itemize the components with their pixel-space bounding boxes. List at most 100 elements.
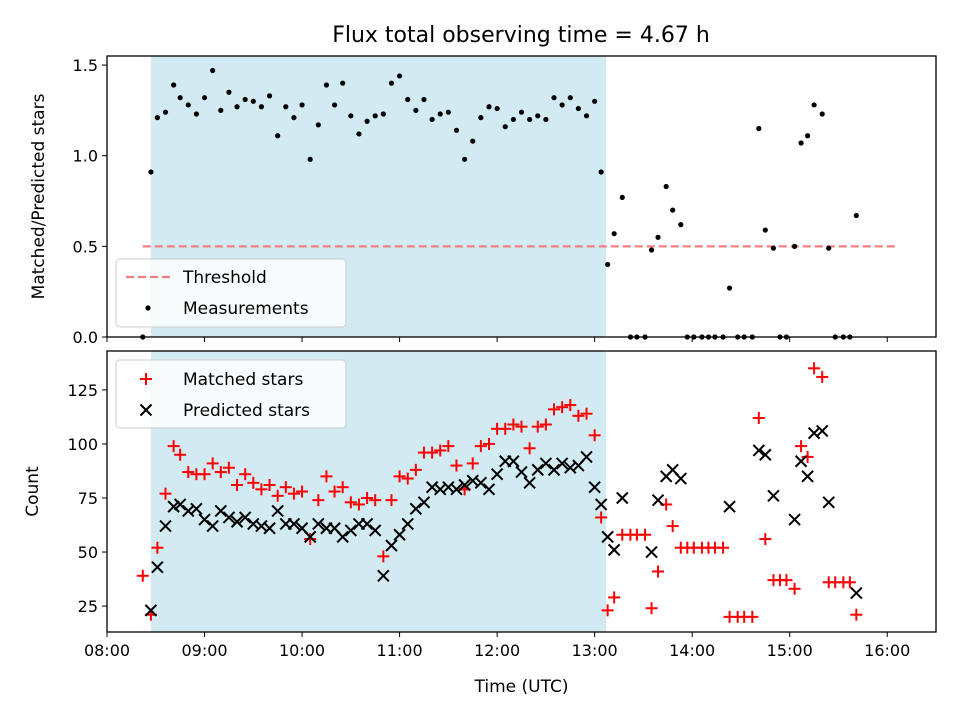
x-tick-label: 10:00 — [279, 641, 325, 660]
measurement-point — [291, 115, 297, 121]
measurement-point — [234, 104, 240, 110]
measurement-point — [413, 107, 419, 113]
measurement-point — [201, 95, 208, 101]
measurement-point — [250, 98, 256, 104]
predicted-star-point — [312, 517, 325, 531]
matched-star-point — [151, 541, 164, 554]
matched-star-point — [159, 487, 172, 500]
matched-star-point — [167, 440, 180, 453]
predicted-star-point — [482, 483, 496, 496]
matched-star-point — [206, 457, 219, 470]
measurement-point — [510, 116, 516, 123]
measurement-point — [388, 80, 395, 86]
predicted-star-point — [287, 517, 301, 531]
measurement-point — [283, 104, 289, 110]
measurement-point — [486, 104, 492, 110]
matched-star-point — [746, 610, 759, 623]
matched-star-point — [361, 491, 374, 504]
predicted-star-point — [360, 517, 374, 531]
measurement-point — [726, 285, 733, 291]
count-legend: Matched stars Predicted stars — [115, 359, 347, 429]
matched-star-point — [608, 591, 621, 604]
count-y-axis-label: Count — [23, 466, 43, 517]
predicted-star-point — [674, 472, 688, 485]
predicted-star-point — [151, 560, 164, 574]
predicted-star-point — [607, 543, 621, 557]
matched-star-point — [426, 446, 439, 459]
measurement-point — [372, 113, 378, 119]
count-marks — [136, 362, 863, 623]
matched-star-point — [263, 479, 276, 492]
measurement-point — [770, 245, 777, 251]
matched-star-point — [795, 440, 808, 453]
matched-star-point — [434, 444, 447, 457]
predicted-star-point — [723, 500, 736, 513]
measurement-point — [154, 115, 160, 121]
predicted-star-point — [645, 545, 658, 559]
y-tick-label: 1.5 — [73, 56, 98, 75]
measurement-point — [853, 212, 859, 219]
matched-star-point — [336, 481, 349, 494]
matched-star-point — [352, 498, 365, 511]
predicted-star-point — [385, 539, 398, 552]
matched-star-point — [780, 574, 793, 587]
matched-star-point — [507, 418, 520, 431]
measurement-point — [811, 102, 817, 108]
measurement-point — [396, 73, 403, 79]
legend-measurement-swatch — [145, 305, 151, 311]
matched-star-point — [717, 541, 730, 554]
predicted-star-point — [198, 513, 211, 526]
measurement-point — [762, 227, 768, 233]
matched-star-point — [247, 476, 260, 489]
predicted-star-point — [759, 448, 772, 461]
predicted-star-point — [409, 502, 423, 515]
x-tick-label: 09:00 — [181, 641, 227, 660]
matched-star-point — [239, 468, 252, 481]
measurement-point — [380, 111, 386, 117]
predicted-star-point — [214, 504, 227, 518]
matched-star-point — [816, 370, 829, 383]
x-tick-label: 13:00 — [572, 641, 618, 660]
predicted-star-point — [159, 519, 172, 533]
ratio-axes-frame — [106, 55, 937, 338]
predicted-star-point — [580, 450, 593, 464]
predicted-star-point — [377, 569, 390, 583]
measurement-point — [445, 109, 451, 115]
predicted-star-point — [190, 502, 203, 515]
matched-star-point — [287, 487, 300, 500]
predicted-star-point — [588, 480, 601, 494]
measurement-point — [804, 133, 811, 139]
matched-star-point — [580, 407, 593, 420]
measurement-point — [242, 96, 248, 103]
ratio-legend: Threshold Measurements — [115, 258, 347, 328]
matched-star-point — [564, 399, 577, 412]
predicted-star-point — [230, 515, 244, 528]
predicted-star-point — [490, 468, 504, 481]
matched-star-point — [588, 429, 601, 442]
matched-star-point — [409, 463, 422, 476]
predicted-star-point — [173, 498, 187, 511]
x-tick-label: 11:00 — [377, 641, 423, 660]
measurement-point — [348, 113, 354, 119]
x-tick-label: 12:00 — [474, 641, 520, 660]
predicted-star-point — [417, 496, 431, 509]
predicted-star-point — [368, 524, 382, 537]
predicted-star-point — [788, 513, 801, 526]
measurement-point — [162, 109, 169, 115]
predicted-star-point — [539, 457, 553, 470]
x-axis-label: Time (UTC) — [474, 677, 569, 697]
measurement-point — [364, 118, 370, 124]
matched-star-point — [666, 520, 679, 533]
measurement-point — [819, 111, 825, 117]
predicted-star-point — [458, 478, 471, 492]
legend-measurements-label: Measurements — [183, 299, 309, 319]
x-tick-label: 15:00 — [767, 641, 813, 660]
measurement-point — [663, 183, 669, 190]
matched-star-point — [442, 440, 455, 453]
measurement-point — [315, 122, 321, 128]
measurement-point — [494, 105, 500, 112]
count-legend-box — [115, 359, 347, 429]
measurement-point — [421, 96, 427, 103]
matched-star-point — [482, 437, 495, 450]
predicted-star-point — [507, 455, 520, 468]
